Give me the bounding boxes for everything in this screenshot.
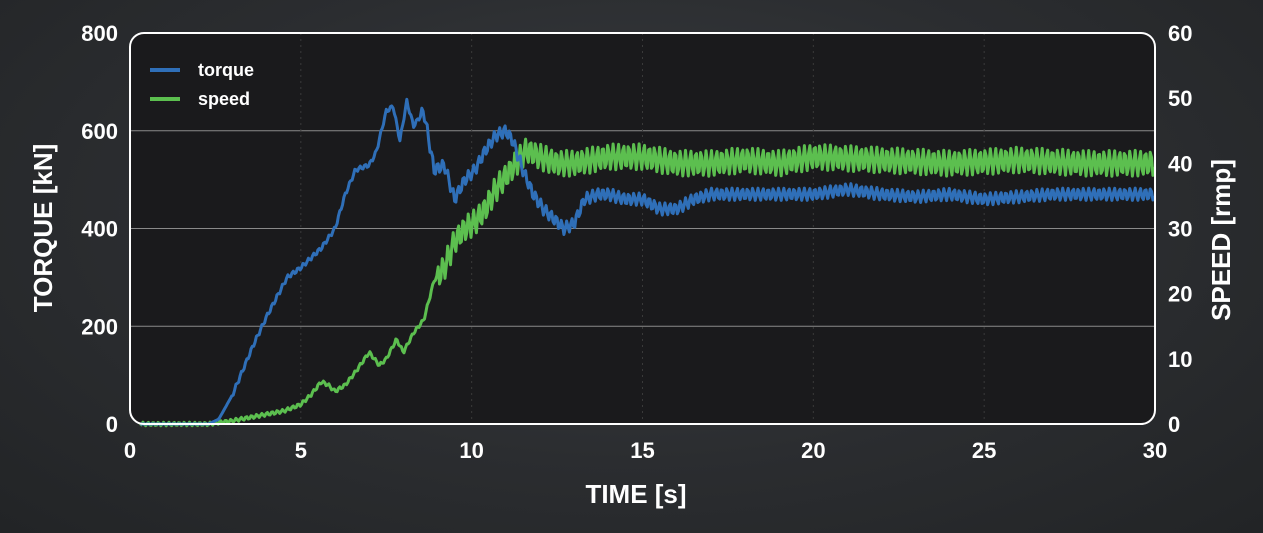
series-layer [139,97,1156,428]
plot-border [129,32,1156,425]
y-left-tick-label: 800 [81,21,118,46]
x-axis-title: TIME [s] [585,479,686,509]
y-right-tick-label: 50 [1168,86,1192,111]
legend-label-speed: speed [198,89,250,109]
x-tick-label: 25 [972,438,996,463]
grid-lines [130,33,1155,424]
y-left-tick-label: 400 [81,217,118,242]
y-right-axis-title: SPEED [rmp] [1206,159,1236,321]
x-tick-label: 30 [1143,438,1167,463]
series-line-torque [140,97,1156,426]
y-left-tick-label: 200 [81,314,118,339]
x-tick-label: 10 [459,438,483,463]
y-right-tick-label: 60 [1168,21,1192,46]
x-tick-label: 0 [124,438,136,463]
y-right-tick-label: 40 [1168,151,1192,176]
series-line-speed [139,137,1156,428]
x-tick-label: 5 [295,438,307,463]
legend: torque speed [150,60,254,109]
y-right-tick-label: 20 [1168,282,1192,307]
y-left-axis-title: TORQUE [kN] [28,144,58,313]
y-left-tick-label: 600 [81,119,118,144]
y-left-tick-label: 0 [106,412,118,437]
legend-label-torque: torque [198,60,254,80]
y-right-tick-label: 10 [1168,347,1192,372]
y-right-tick-label: 0 [1168,412,1180,437]
y-right-tick-label: 30 [1168,217,1192,242]
plot-frame [129,32,1156,425]
x-tick-label: 15 [630,438,654,463]
x-tick-label: 20 [801,438,825,463]
